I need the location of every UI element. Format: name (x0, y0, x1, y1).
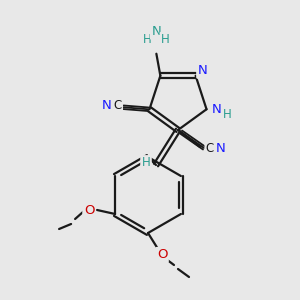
Text: H: H (223, 108, 232, 121)
Text: N: N (198, 64, 208, 77)
Text: N: N (152, 25, 161, 38)
Text: O: O (84, 203, 94, 217)
Text: C: C (113, 99, 122, 112)
Text: N: N (216, 142, 226, 154)
Text: H: H (142, 157, 150, 169)
Text: H: H (161, 33, 170, 46)
Text: N: N (212, 103, 221, 116)
Text: N: N (102, 99, 111, 112)
Text: C: C (206, 142, 214, 154)
Text: O: O (157, 248, 167, 262)
Text: H: H (143, 33, 152, 46)
